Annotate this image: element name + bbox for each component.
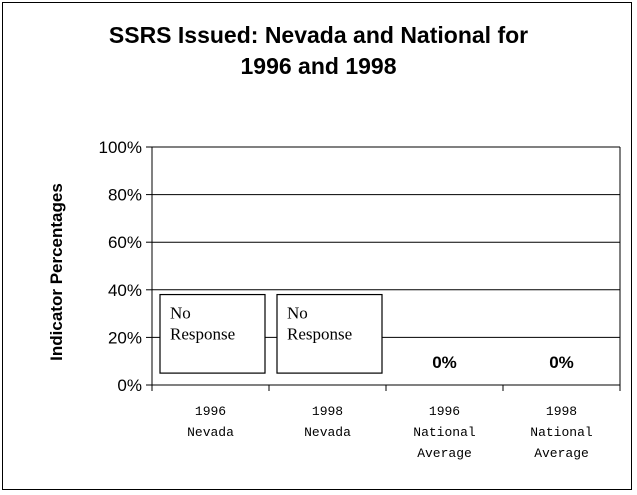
x-tick-label-2: 1996 National Average	[413, 404, 476, 461]
gridlines	[152, 146, 620, 338]
chart-frame	[2, 2, 632, 490]
x-tick-label-line: Nevada	[187, 425, 234, 440]
y-tick-label-80: 80%	[108, 186, 142, 205]
y-axis-tick-labels: 0% 20% 40% 60% 80% 100%	[99, 138, 142, 395]
x-tick-label-3: 1998 National Average	[530, 404, 593, 461]
no-response-label-line: Response	[170, 325, 235, 344]
no-response-label-1: No Response	[287, 304, 352, 344]
chart-title: SSRS Issued: Nevada and National for 199…	[0, 20, 637, 82]
no-response-box-1	[276, 293, 383, 374]
x-tick-label-1: 1998 Nevada	[304, 404, 351, 440]
no-response-box-0	[159, 293, 266, 374]
x-tick-label-line: 1996	[195, 404, 226, 419]
data-labels: 0% 0%	[432, 353, 574, 372]
data-label-3: 0%	[549, 353, 574, 372]
chart-title-line-1: SSRS Issued: Nevada and National for	[108, 22, 529, 48]
no-response-label-line: Response	[287, 325, 352, 344]
x-tick-label-line: Average	[534, 446, 589, 461]
y-tick-label-100: 100%	[99, 138, 142, 157]
no-response-label-line: No	[287, 304, 308, 323]
chart-title-line-2: 1996 and 1998	[240, 53, 397, 79]
y-tick-label-60: 60%	[108, 233, 142, 252]
x-tick-label-line: 1998	[546, 404, 577, 419]
no-response-label-line: No	[170, 304, 191, 323]
axes	[146, 146, 621, 391]
y-tick-label-0: 0%	[117, 376, 142, 395]
x-tick-label-line: 1998	[312, 404, 343, 419]
x-tick-label-line: 1996	[429, 404, 460, 419]
x-tick-label-line: Nevada	[304, 425, 351, 440]
data-label-2: 0%	[432, 353, 457, 372]
x-tick-label-0: 1996 Nevada	[187, 404, 234, 440]
x-tick-label-line: National	[413, 425, 476, 440]
y-tick-label-20: 20%	[108, 328, 142, 347]
no-response-boxes: No Response No Response	[159, 293, 383, 374]
no-response-label-0: No Response	[170, 304, 235, 344]
x-tick-label-line: National	[530, 425, 593, 440]
y-tick-label-40: 40%	[108, 281, 142, 300]
x-tick-label-line: Average	[417, 446, 472, 461]
y-axis-title: Indicator Percentages	[47, 183, 66, 361]
